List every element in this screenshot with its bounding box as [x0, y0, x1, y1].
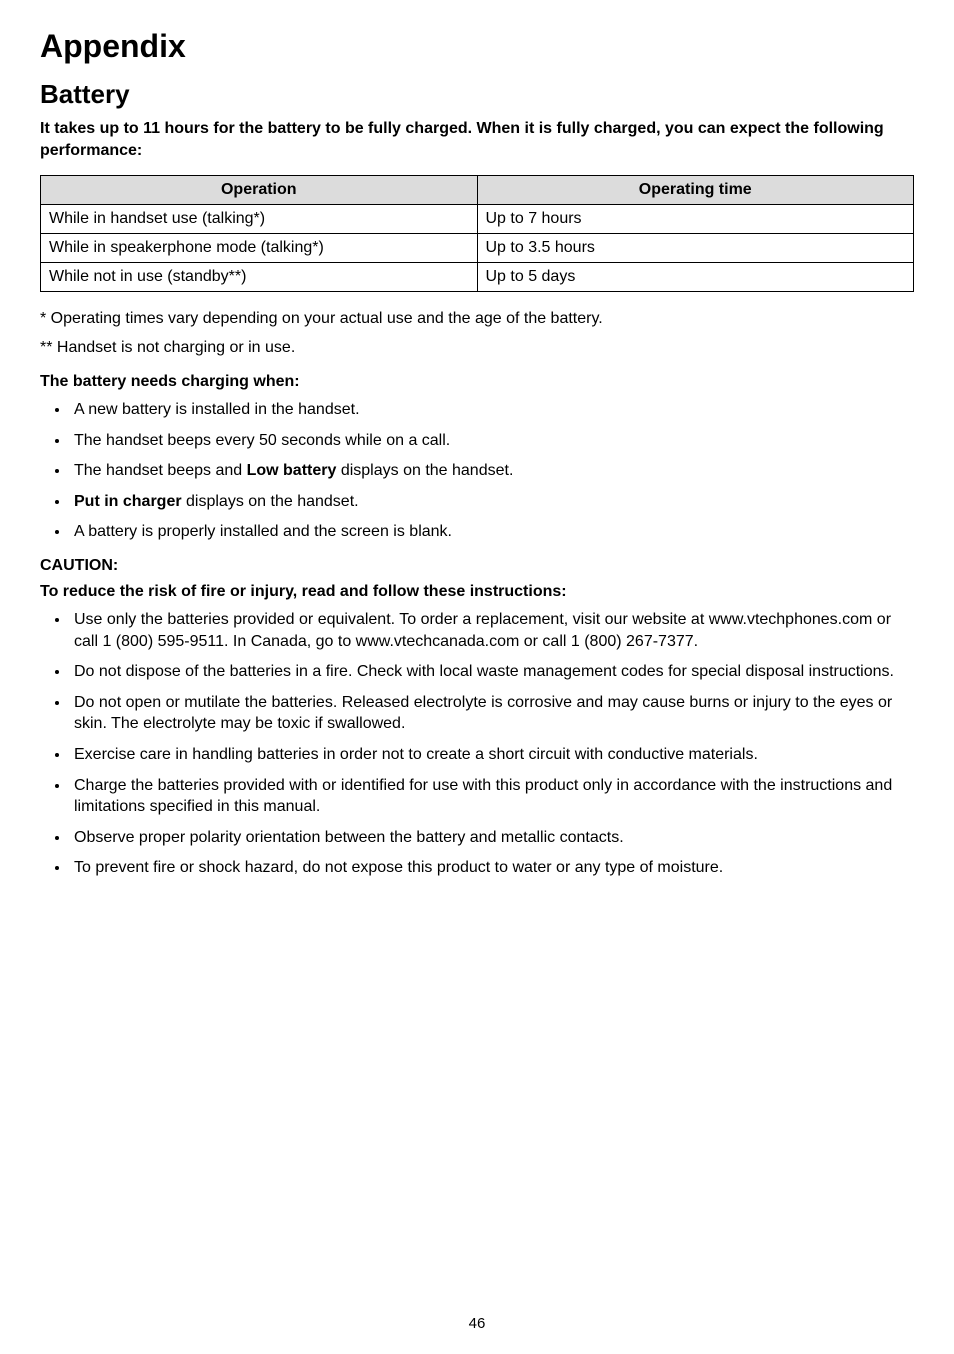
list-item: Do not open or mutilate the batteries. R…: [70, 692, 914, 735]
charging-heading: The battery needs charging when:: [40, 373, 914, 391]
list-item: Exercise care in handling batteries in o…: [70, 744, 914, 766]
bold-text: Low battery: [247, 462, 337, 479]
list-item: Do not dispose of the batteries in a fir…: [70, 661, 914, 683]
page-number: 46: [0, 1315, 954, 1332]
footnote-1: * Operating times vary depending on your…: [40, 308, 914, 330]
table-row: While in handset use (talking*) Up to 7 …: [41, 205, 914, 234]
list-item: A battery is properly installed and the …: [70, 521, 914, 543]
cell-op: While not in use (standby**): [41, 263, 478, 292]
caution-list: Use only the batteries provided or equiv…: [40, 609, 914, 879]
intro-text: It takes up to 11 hours for the battery …: [40, 118, 914, 161]
list-item: Observe proper polarity orientation betw…: [70, 827, 914, 849]
battery-table: Operation Operating time While in handse…: [40, 175, 914, 292]
table-row: While not in use (standby**) Up to 5 day…: [41, 263, 914, 292]
cell-time: Up to 5 days: [477, 263, 914, 292]
list-item: Put in charger displays on the handset.: [70, 491, 914, 513]
cell-time: Up to 7 hours: [477, 205, 914, 234]
col-header-time: Operating time: [477, 176, 914, 205]
list-item: The handset beeps every 50 seconds while…: [70, 430, 914, 452]
table-header-row: Operation Operating time: [41, 176, 914, 205]
list-item: Use only the batteries provided or equiv…: [70, 609, 914, 652]
text: The handset beeps and: [74, 462, 247, 479]
section-heading: Battery: [40, 79, 914, 110]
list-item: The handset beeps and Low battery displa…: [70, 460, 914, 482]
cell-op: While in speakerphone mode (talking*): [41, 234, 478, 263]
text: displays on the handset.: [336, 462, 513, 479]
bold-text: Put in charger: [74, 493, 182, 510]
caution-sub-heading: To reduce the risk of fire or injury, re…: [40, 583, 914, 601]
caution-heading: CAUTION:: [40, 557, 914, 575]
list-item: To prevent fire or shock hazard, do not …: [70, 857, 914, 879]
cell-time: Up to 3.5 hours: [477, 234, 914, 263]
list-item: A new battery is installed in the handse…: [70, 399, 914, 421]
table-row: While in speakerphone mode (talking*) Up…: [41, 234, 914, 263]
footnote-2: ** Handset is not charging or in use.: [40, 337, 914, 359]
text: displays on the handset.: [182, 493, 359, 510]
cell-op: While in handset use (talking*): [41, 205, 478, 234]
charging-list: A new battery is installed in the handse…: [40, 399, 914, 543]
page-title: Appendix: [40, 28, 914, 65]
col-header-operation: Operation: [41, 176, 478, 205]
list-item: Charge the batteries provided with or id…: [70, 775, 914, 818]
